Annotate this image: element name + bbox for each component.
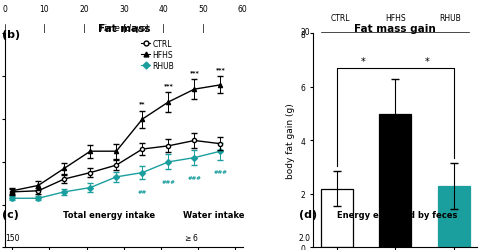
Text: 10: 10 [40, 5, 49, 14]
Text: ***: *** [215, 67, 225, 72]
Text: RHUB: RHUB [439, 14, 461, 23]
Text: 0: 0 [2, 5, 7, 14]
Text: Water intake: Water intake [183, 210, 245, 220]
Text: 150: 150 [5, 233, 19, 242]
Text: 30: 30 [119, 5, 129, 14]
Text: 20: 20 [80, 5, 89, 14]
Text: **: ** [139, 101, 146, 106]
Text: HFHS: HFHS [385, 14, 405, 23]
Text: Total energy intake: Total energy intake [63, 210, 155, 220]
Text: Energy excreted by feces: Energy excreted by feces [337, 210, 458, 220]
Text: ***: *** [163, 83, 173, 88]
Bar [321, 189, 353, 248]
Text: (c): (c) [2, 210, 19, 220]
Text: 2.0: 2.0 [299, 233, 311, 242]
Text: 40: 40 [159, 5, 168, 14]
Text: $\geq$6: $\geq$6 [183, 231, 199, 242]
Text: ###: ### [161, 179, 175, 184]
Bar [438, 186, 470, 248]
Text: CTRL: CTRL [331, 14, 350, 23]
Title: Fat mass gain: Fat mass gain [354, 24, 436, 34]
Text: Time (days): Time (days) [99, 24, 148, 33]
Text: ###: ### [187, 175, 201, 180]
Text: ##: ## [138, 189, 147, 194]
Text: ###: ### [214, 170, 228, 175]
Text: 60: 60 [238, 5, 248, 14]
Legend: CTRL, HFHS, RHUB: CTRL, HFHS, RHUB [139, 38, 176, 72]
Bar [379, 114, 411, 247]
Title: Fat mass: Fat mass [97, 24, 150, 34]
Text: ***: *** [189, 70, 199, 75]
Text: 20: 20 [301, 28, 310, 37]
Y-axis label: body fat gain (g): body fat gain (g) [286, 103, 295, 179]
Text: (d): (d) [299, 210, 317, 220]
Text: *: * [425, 56, 429, 66]
Text: 50: 50 [198, 5, 208, 14]
Text: *: * [361, 56, 365, 66]
Text: (b): (b) [2, 30, 21, 40]
